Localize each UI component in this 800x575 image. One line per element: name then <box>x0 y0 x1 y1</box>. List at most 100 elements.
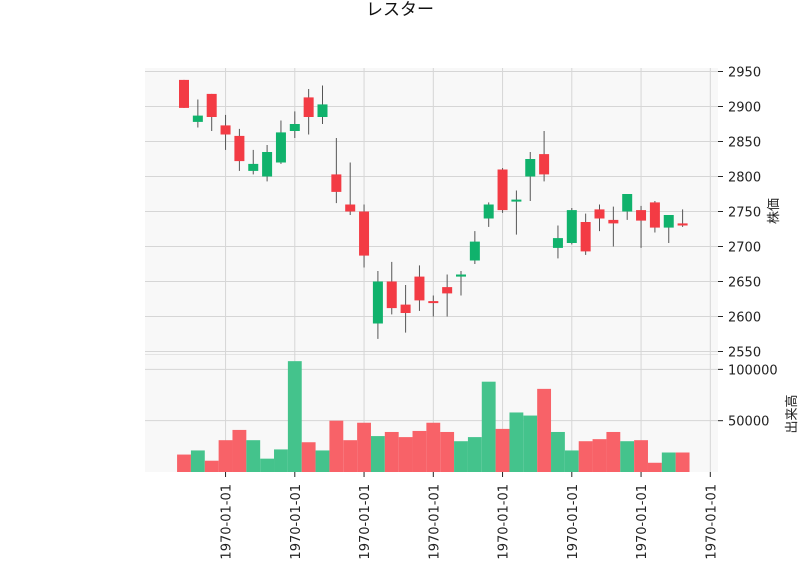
candle-body <box>192 115 203 122</box>
volume-bar <box>509 412 524 472</box>
volume-bar <box>218 440 233 472</box>
volume-bar <box>454 441 468 472</box>
volume-axis-label: 出来高 <box>784 394 800 433</box>
candle-body <box>345 204 356 212</box>
candle-body <box>275 132 286 163</box>
volume-bar <box>315 450 330 472</box>
volume-tick-label: 100000 <box>728 363 778 378</box>
candle-body <box>622 194 633 212</box>
volume-bar <box>287 361 302 472</box>
volume-bar <box>384 431 399 472</box>
volume-bar <box>551 431 565 472</box>
price-tick-label: 2550 <box>728 346 761 361</box>
volume-bar <box>620 441 635 472</box>
volume-axis-ticks: 50000 100000 <box>718 363 778 430</box>
candle-body <box>511 199 522 202</box>
volume-bar <box>426 422 441 472</box>
volume-bar <box>523 415 538 472</box>
volume-bar <box>357 422 371 472</box>
volume-bar <box>343 440 358 472</box>
candle-body <box>372 281 383 324</box>
price-tick-label: 2850 <box>728 136 761 151</box>
volume-bar <box>398 437 413 472</box>
price-axis-ticks: 2550 2600 2650 2700 2750 2800 2850 2900 2950 <box>718 66 761 361</box>
candle-body <box>552 238 563 248</box>
volume-bar <box>260 458 275 472</box>
volume-bar <box>481 381 496 472</box>
candle-body <box>289 124 300 131</box>
volume-bar <box>177 454 191 472</box>
volume-bar <box>467 437 482 472</box>
candle-body <box>649 202 660 228</box>
candle-body <box>262 152 273 177</box>
candle-body <box>234 135 245 162</box>
candle-body <box>386 281 397 309</box>
candle-body <box>566 210 577 243</box>
volume-bar <box>190 450 205 472</box>
x-tick-label: 1970-01-01 <box>289 484 304 560</box>
volume-tick-label: 50000 <box>728 415 769 430</box>
candle-body <box>456 274 466 277</box>
volume-bar <box>412 430 427 472</box>
volume-bar <box>537 388 552 472</box>
price-tick-label: 2900 <box>728 101 761 116</box>
price-tick-label: 2950 <box>728 66 761 81</box>
candle-body <box>303 97 314 117</box>
volume-bar <box>274 449 288 472</box>
candle-body <box>497 169 508 211</box>
volume-bar <box>634 440 648 472</box>
volume-bar <box>495 428 510 472</box>
volume-bar <box>232 429 247 472</box>
candle-body <box>331 174 342 192</box>
volume-bar <box>606 431 621 472</box>
candle-body <box>608 219 619 224</box>
volume-bar <box>564 450 579 472</box>
price-tick-label: 2700 <box>728 241 761 256</box>
candle-body <box>400 304 411 313</box>
x-tick-label: 1970-01-01 <box>497 484 512 560</box>
candle-body <box>636 210 647 221</box>
volume-bar <box>440 431 455 472</box>
volume-bars <box>177 361 690 472</box>
volume-gridlines <box>145 355 718 472</box>
x-tick-label: 1970-01-01 <box>358 484 373 560</box>
candle-body <box>677 223 688 226</box>
price-tick-label: 2650 <box>728 276 761 291</box>
x-tick-label: 1970-01-01 <box>566 484 581 560</box>
x-tick-label: 1970-01-01 <box>427 484 442 560</box>
volume-bar <box>246 440 261 472</box>
x-tick-label: 1970-01-01 <box>704 484 719 560</box>
candle-body <box>525 159 536 177</box>
candle-body <box>539 154 550 175</box>
candle-body <box>469 241 480 261</box>
volume-bar <box>661 452 676 472</box>
candle-body <box>317 104 328 117</box>
candle-body <box>206 93 217 117</box>
volume-bar <box>592 439 607 472</box>
candle-body <box>179 79 189 108</box>
volume-bar <box>578 441 593 472</box>
price-tick-label: 2750 <box>728 206 761 221</box>
candle-body <box>359 211 370 256</box>
candle-body <box>220 125 231 135</box>
candle-body <box>594 209 605 219</box>
x-tick-label: 1970-01-01 <box>220 484 235 560</box>
volume-bar <box>204 460 219 472</box>
candle-body <box>414 276 425 301</box>
candle-body <box>428 301 439 304</box>
x-axis-ticks: 1970-01-01 1970-01-01 1970-01-01 1970-01-01… <box>220 472 719 560</box>
candle-body <box>483 204 494 219</box>
volume-bar <box>329 420 344 472</box>
volume-bar <box>301 442 316 472</box>
price-axis-label: 株価 <box>767 198 782 224</box>
x-tick-label: 1970-01-01 <box>635 484 650 560</box>
chart-title: レスター <box>366 0 434 20</box>
candle-body <box>248 163 259 171</box>
price-tick-label: 2600 <box>728 311 761 326</box>
candle-body <box>442 287 453 294</box>
volume-bar <box>647 462 662 472</box>
volume-bar <box>370 436 385 472</box>
candle-body <box>580 222 591 252</box>
